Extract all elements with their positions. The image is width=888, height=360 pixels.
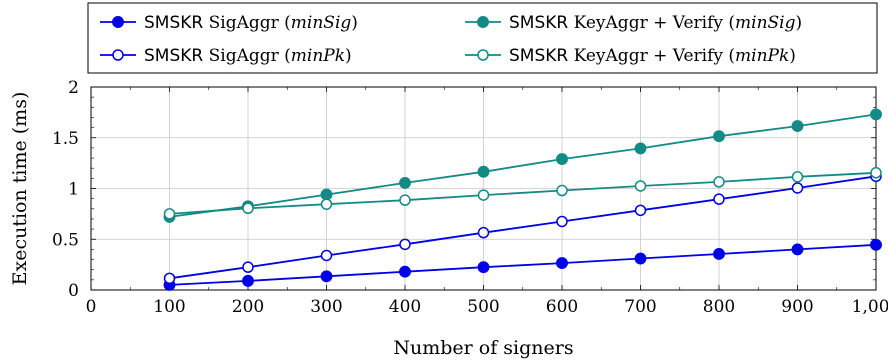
series-3	[163, 108, 882, 223]
legend-entry: SMSKR KeyAggr + Verify (minPk)	[465, 46, 796, 66]
data-point	[870, 238, 882, 251]
legend-label: SMSKR KeyAggr + Verify (minSig)	[509, 13, 802, 33]
data-point	[399, 176, 411, 189]
x-tick-label: 300	[310, 297, 342, 317]
data-point	[634, 252, 647, 265]
x-tick-label: 900	[781, 297, 813, 317]
legend-marker	[477, 16, 489, 28]
y-tick-label: 0.5	[52, 230, 79, 250]
data-point	[634, 142, 647, 155]
data-point	[399, 265, 411, 278]
ticks: 0 100 200 300 400 500 600 700 800 900 1,000 0 0.5 1 1.…	[52, 78, 888, 317]
data-point	[477, 165, 490, 178]
legend-marker	[112, 16, 124, 28]
data-point	[870, 167, 882, 179]
x-tick-label: 800	[703, 297, 735, 317]
data-point	[791, 120, 804, 133]
x-tick-label: 1,000	[852, 297, 888, 317]
legend-label: SMSKR SigAggr (minPk)	[144, 46, 352, 66]
data-point	[556, 257, 568, 270]
data-point	[713, 193, 725, 205]
legend-entry: SMSKR SigAggr (minSig)	[100, 13, 358, 33]
x-tick-label: 100	[153, 297, 185, 317]
y-tick-label: 2	[68, 78, 79, 98]
series-line	[169, 175, 877, 280]
legend-label: SMSKR KeyAggr + Verify (minPk)	[509, 46, 796, 66]
data-point	[399, 194, 411, 206]
data-point	[791, 243, 804, 256]
legend: SMSKR SigAggr (minSig) SMSKR KeyAggr + Ve…	[87, 2, 878, 74]
series-line	[169, 113, 877, 218]
x-axis-label: Number of signers	[393, 337, 573, 359]
data-point	[242, 261, 254, 273]
data-point	[320, 198, 333, 210]
legend-marker	[112, 49, 124, 61]
data-point	[163, 208, 176, 220]
data-point	[713, 176, 725, 188]
data-point	[556, 184, 568, 197]
x-tick-label: 500	[467, 297, 499, 317]
data-point	[713, 130, 725, 143]
y-axis-label: Execution time (ms)	[9, 92, 31, 286]
legend-entry: SMSKR SigAggr (minPk)	[100, 46, 352, 66]
data-point	[477, 261, 490, 274]
data-point	[477, 226, 490, 239]
data-point	[634, 180, 647, 192]
series	[163, 108, 882, 291]
x-tick-label: 200	[232, 297, 264, 317]
y-tick-label: 1.5	[52, 129, 79, 149]
x-tick-label: 700	[624, 297, 656, 317]
legend-box	[87, 2, 878, 74]
data-point	[320, 270, 333, 283]
grid	[90, 86, 877, 291]
legend-entry: SMSKR KeyAggr + Verify (minSig)	[465, 13, 802, 33]
data-point	[713, 248, 725, 260]
data-point	[634, 204, 647, 217]
data-point	[242, 202, 254, 215]
y-tick-label: 1	[68, 180, 79, 200]
data-point	[242, 274, 254, 287]
legend-marker	[477, 49, 489, 61]
data-point	[870, 108, 882, 121]
series-line	[169, 243, 877, 286]
data-point	[791, 182, 804, 194]
data-point	[320, 249, 333, 262]
data-point	[399, 238, 411, 251]
series-4	[163, 167, 882, 220]
data-point	[556, 153, 568, 166]
data-point	[477, 189, 490, 201]
series-line	[169, 171, 877, 215]
data-point	[320, 188, 333, 201]
y-tick-label: 0	[68, 281, 79, 301]
data-point	[556, 215, 568, 228]
x-tick-label: 400	[389, 297, 421, 317]
data-point	[791, 171, 804, 183]
series-1	[163, 238, 882, 291]
legend-label: SMSKR SigAggr (minSig)	[144, 13, 358, 33]
x-tick-label: 600	[546, 297, 578, 317]
data-point	[163, 272, 176, 285]
x-tick-label: 0	[86, 297, 97, 317]
